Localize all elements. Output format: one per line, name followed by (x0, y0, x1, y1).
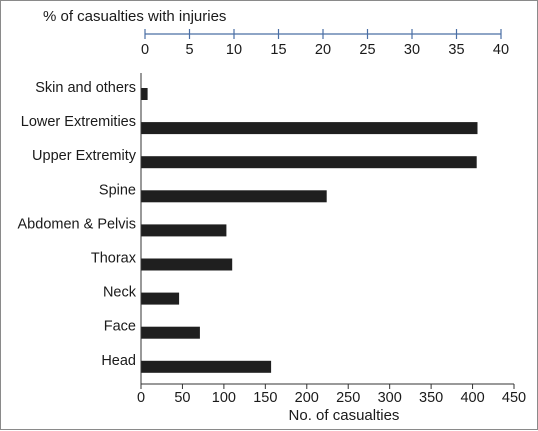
bar (141, 292, 180, 305)
bar (141, 224, 227, 237)
top-tick-label: 25 (359, 42, 375, 58)
top-tick-label: 35 (448, 42, 464, 58)
x-tick-label: 100 (212, 390, 236, 406)
top-tick-label: 10 (226, 42, 242, 58)
bar (141, 258, 233, 271)
top-tick-label: 5 (185, 42, 193, 58)
category-labels: Skin and others Lower Extremities Upper Ex… (18, 80, 137, 369)
top-tick-label: 0 (141, 42, 149, 58)
category-label: Lower Extremities (21, 114, 136, 130)
x-tick-label: 350 (419, 390, 443, 406)
category-label: Neck (103, 285, 137, 301)
x-tick-label: 200 (295, 390, 319, 406)
x-tick-label: 400 (460, 390, 484, 406)
bars-group (141, 88, 478, 373)
x-tick-label: 300 (378, 390, 402, 406)
x-tick-label: 250 (336, 390, 360, 406)
x-axis-label: No. of casualties (289, 407, 400, 424)
top-tick-label: 40 (493, 42, 509, 58)
x-tick-label: 450 (502, 390, 526, 406)
category-label: Thorax (91, 251, 137, 267)
bottom-axis-casualties: 0 50 100 150 200 250 300 350 400 450 (137, 73, 526, 406)
x-tick-label: 0 (137, 390, 145, 406)
top-tick-label: 30 (404, 42, 420, 58)
category-label: Spine (99, 182, 136, 198)
top-tick-label: 15 (270, 42, 286, 58)
bar (141, 190, 327, 203)
category-label: Upper Extremity (32, 148, 137, 164)
category-label: Face (104, 319, 136, 335)
bar (141, 326, 200, 339)
bar (141, 88, 148, 100)
bar (141, 360, 272, 373)
x-tick-label: 150 (253, 390, 277, 406)
bar (141, 122, 478, 135)
category-label: Head (101, 353, 136, 369)
top-axis-label: % of casualties with injuries (43, 8, 226, 25)
top-tick-label: 20 (315, 42, 331, 58)
category-label: Skin and others (35, 80, 136, 96)
category-label: Abdomen & Pelvis (18, 216, 136, 232)
top-axis-percent: 0 5 10 15 20 25 30 35 40 (141, 29, 509, 58)
x-tick-label: 50 (174, 390, 190, 406)
bar (141, 156, 477, 169)
